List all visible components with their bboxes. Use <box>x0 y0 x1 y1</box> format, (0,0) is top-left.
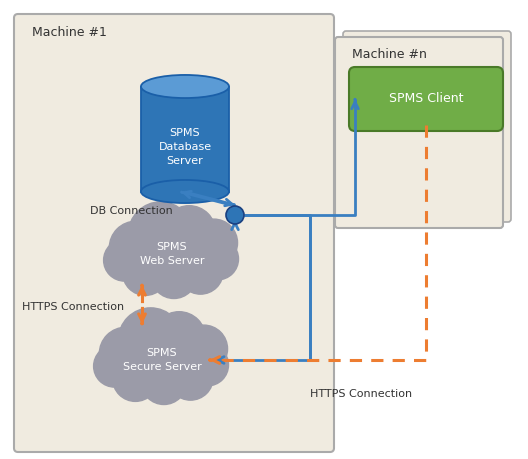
Circle shape <box>93 345 135 387</box>
Text: SPMS
Web Server: SPMS Web Server <box>140 242 204 266</box>
Circle shape <box>180 325 228 373</box>
Circle shape <box>141 359 187 404</box>
Text: Machine #n: Machine #n <box>352 48 427 61</box>
Circle shape <box>178 249 223 294</box>
Circle shape <box>122 250 168 296</box>
Text: HTTPS Connection: HTTPS Connection <box>310 389 412 399</box>
Circle shape <box>197 238 239 280</box>
Circle shape <box>151 253 197 298</box>
Text: SPMS Client: SPMS Client <box>389 93 463 106</box>
FancyBboxPatch shape <box>14 14 334 452</box>
Text: SPMS
Secure Server: SPMS Secure Server <box>122 348 201 372</box>
Circle shape <box>226 206 244 224</box>
Circle shape <box>99 327 153 381</box>
Text: SPMS
Database
Server: SPMS Database Server <box>158 128 212 166</box>
FancyBboxPatch shape <box>343 31 511 222</box>
Circle shape <box>118 308 183 372</box>
Text: Machine #1: Machine #1 <box>32 26 107 39</box>
Text: HTTPS Connection: HTTPS Connection <box>22 302 124 312</box>
Circle shape <box>103 239 145 281</box>
FancyBboxPatch shape <box>335 37 503 228</box>
Circle shape <box>163 206 216 259</box>
FancyBboxPatch shape <box>141 86 229 191</box>
FancyBboxPatch shape <box>349 67 503 131</box>
Circle shape <box>128 202 193 267</box>
Circle shape <box>187 344 229 386</box>
Ellipse shape <box>141 180 229 203</box>
Circle shape <box>168 354 213 400</box>
Ellipse shape <box>119 343 205 377</box>
Ellipse shape <box>129 237 215 271</box>
Circle shape <box>190 219 238 267</box>
Circle shape <box>112 356 158 402</box>
Circle shape <box>153 312 206 365</box>
Text: DB Connection: DB Connection <box>90 206 173 216</box>
Circle shape <box>109 221 163 274</box>
Ellipse shape <box>141 75 229 98</box>
